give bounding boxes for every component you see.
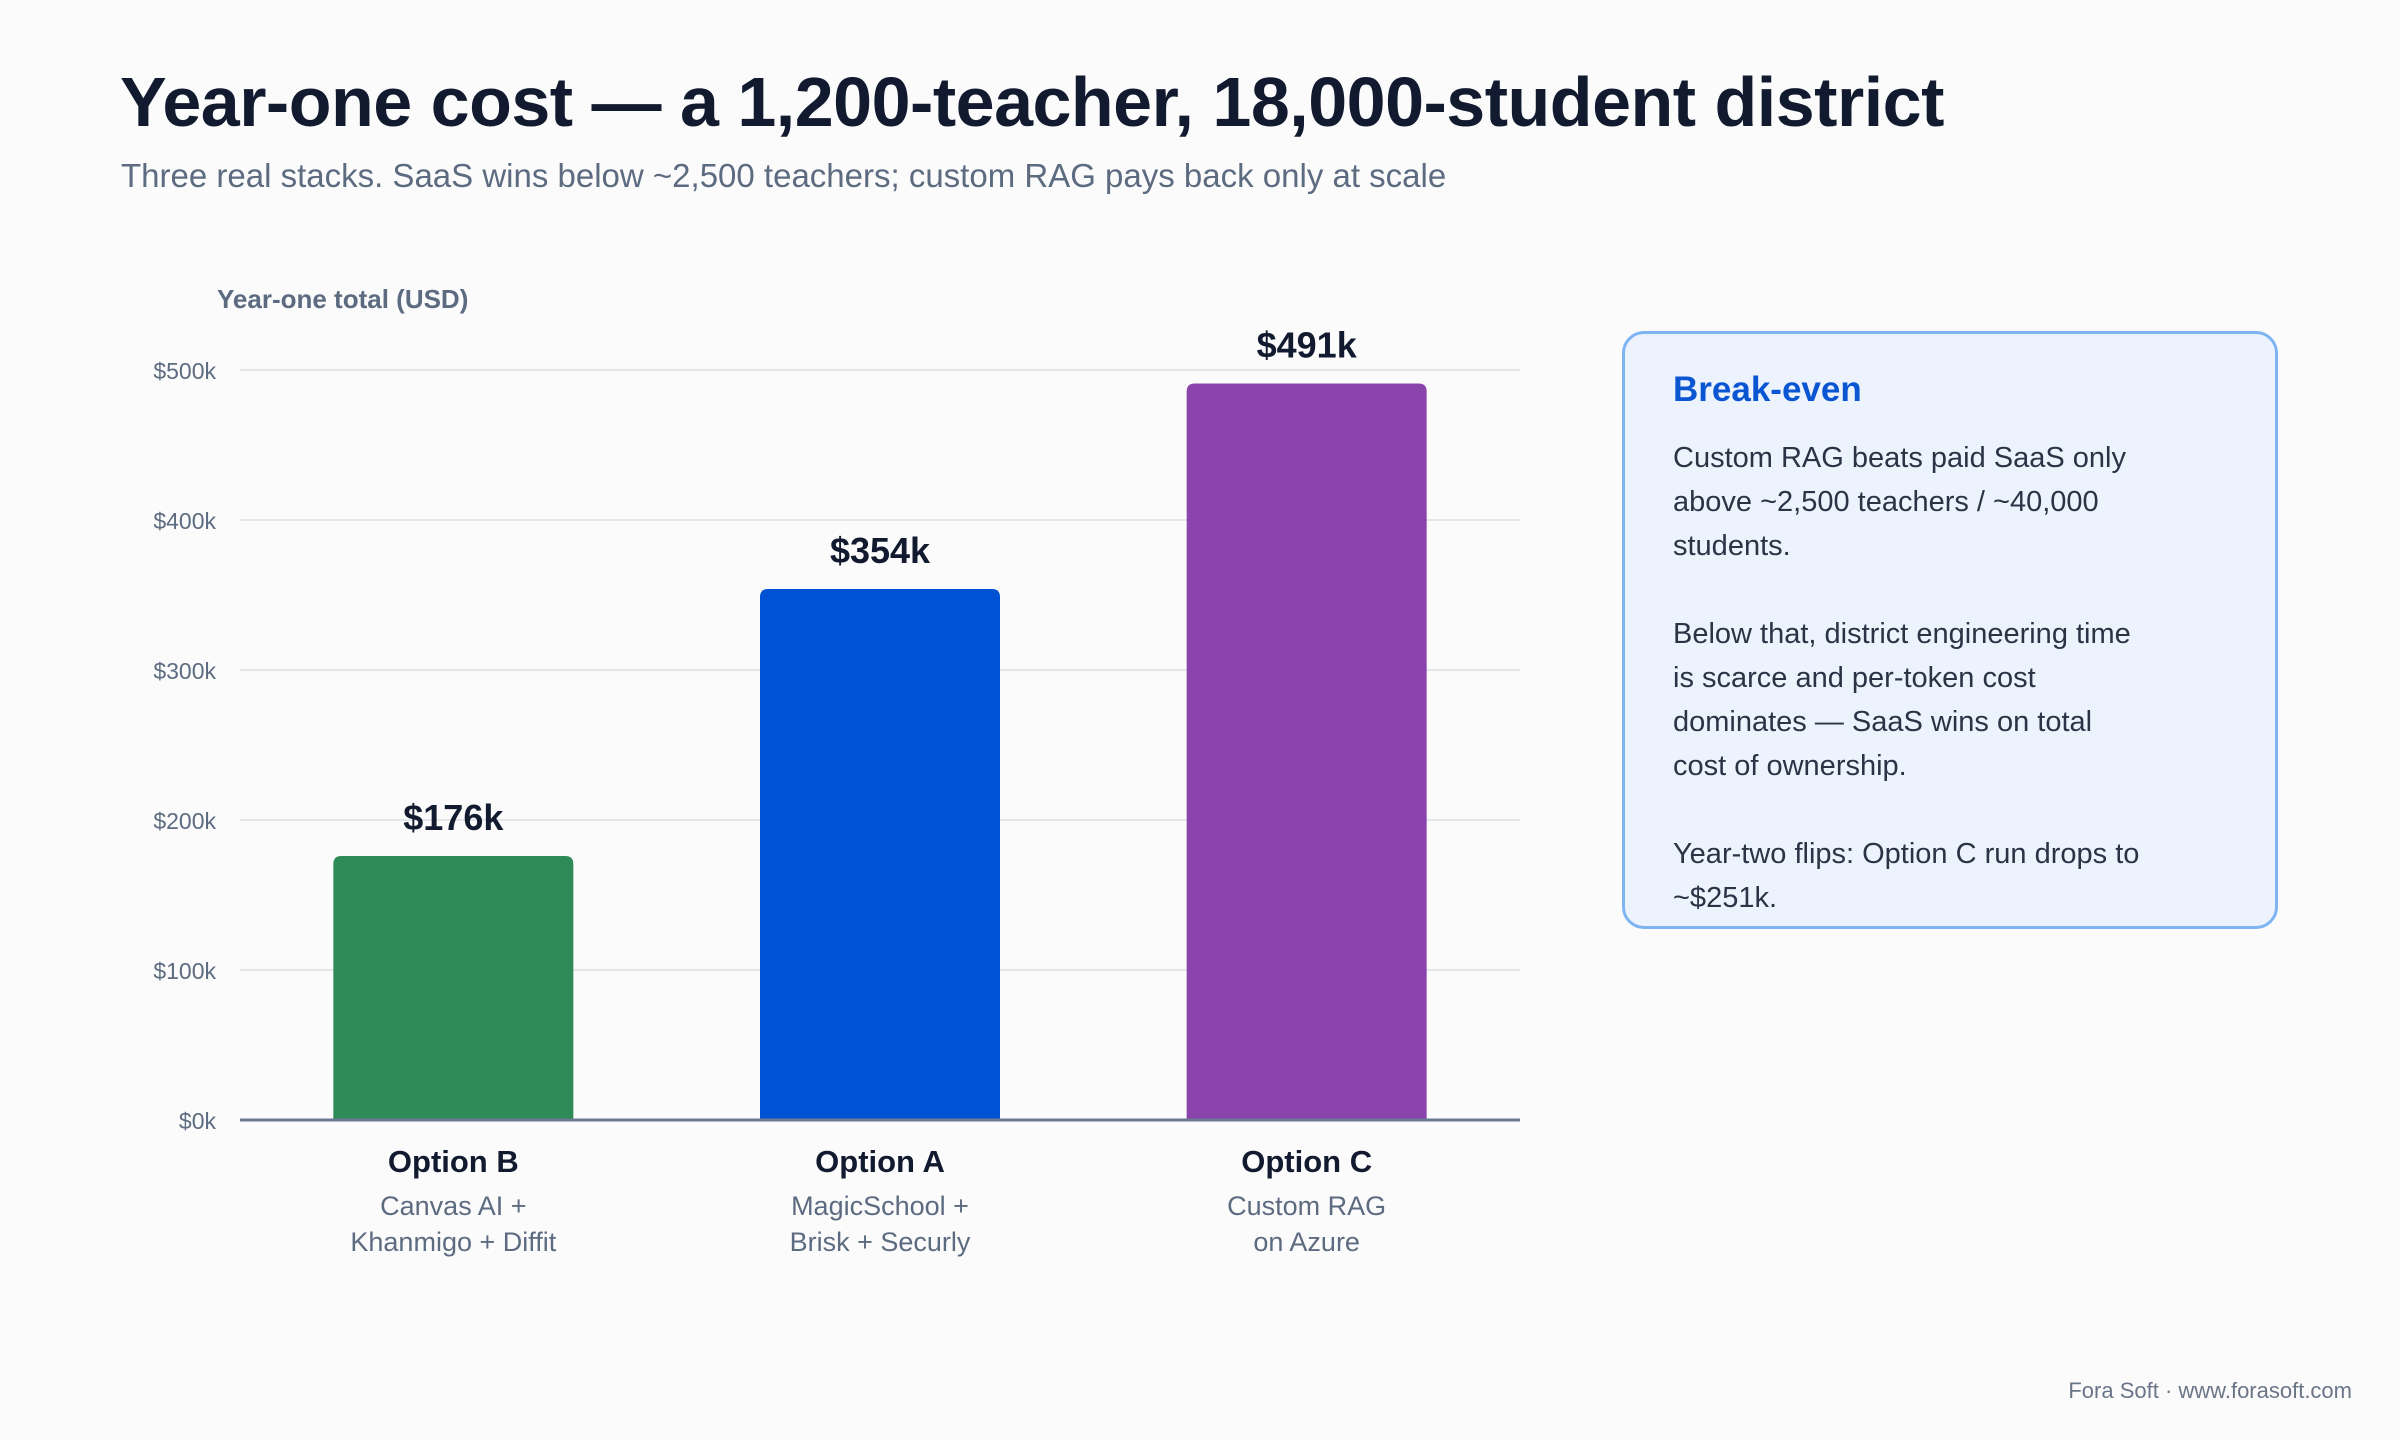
panel-paragraph: Custom RAG beats paid SaaS only above ~2…	[1673, 442, 2126, 562]
x-tick-sublabel: Custom RAG	[1227, 1191, 1386, 1221]
x-tick-label: Option A	[815, 1144, 945, 1179]
y-axis-ticks: $0k $100k $200k $300k $400k $500k	[153, 358, 216, 1134]
panel-paragraph: Year-two flips: Option C run drops to ~$…	[1673, 838, 2140, 914]
bar-value-label: $491k	[1257, 325, 1358, 366]
panel-paragraph: Below that, district engineering time is…	[1673, 618, 2131, 782]
x-tick-sublabel: Khanmigo + Diffit	[350, 1227, 556, 1257]
footer-credit: Fora Soft · www.forasoft.com	[2068, 1378, 2352, 1403]
bar-chart: Year-one total (USD) $0k$100k$200k$300k$…	[153, 284, 1520, 1257]
chart-title: Year-one cost — a 1,200-teacher, 18,000-…	[120, 63, 1944, 141]
y-tick-label: $500k	[153, 358, 216, 384]
x-tick-sublabel: MagicSchool +	[791, 1191, 969, 1221]
x-tick-label: Option C	[1241, 1144, 1372, 1179]
chart-subtitle: Three real stacks. SaaS wins below ~2,50…	[121, 157, 1447, 194]
bar-option-a	[760, 589, 1000, 1120]
bar-option-b	[333, 856, 574, 1120]
y-tick-label: $200k	[153, 808, 216, 834]
x-tick-sublabel: Canvas AI +	[380, 1191, 526, 1221]
y-tick-label: $300k	[153, 658, 216, 684]
y-tick-label: $0k	[179, 1108, 217, 1134]
break-even-panel: Break-even Custom RAG beats paid SaaS on…	[1622, 331, 2278, 929]
y-axis-label: Year-one total (USD)	[217, 284, 468, 314]
y-tick-label: $400k	[153, 508, 216, 534]
y-tick-label: $100k	[153, 958, 216, 984]
x-axis-labels: Option B Canvas AI + Khanmigo + Diffit Opti…	[350, 1144, 1386, 1257]
x-tick-sublabel: on Azure	[1253, 1227, 1360, 1257]
x-tick-sublabel: Brisk + Securly	[790, 1227, 971, 1257]
panel-title: Break-even	[1673, 370, 1862, 409]
bar-value-label: $176k	[403, 797, 504, 838]
bars: $176k $354k $491k	[333, 325, 1427, 1120]
bar-option-c	[1186, 383, 1427, 1120]
bar-value-label: $354k	[830, 530, 931, 571]
x-tick-label: Option B	[388, 1144, 519, 1179]
